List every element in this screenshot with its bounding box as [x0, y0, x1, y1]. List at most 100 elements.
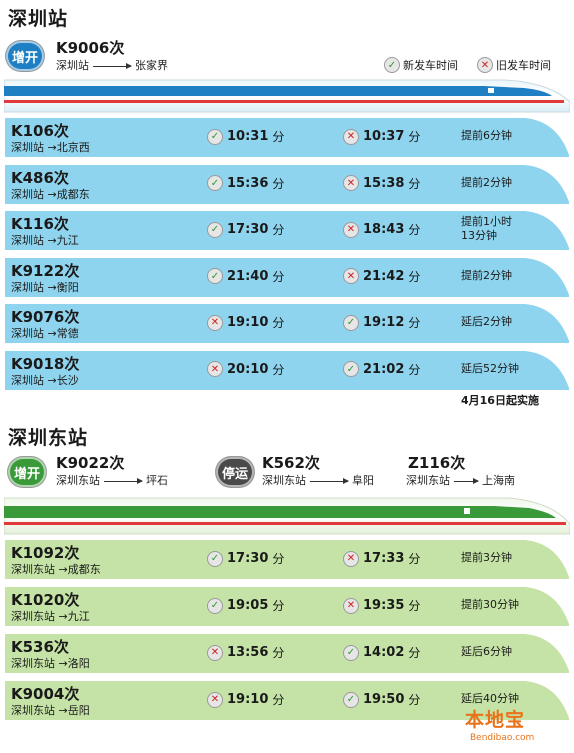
minute-unit: 分 — [408, 316, 421, 330]
cross-circle-icon: ✕ — [207, 691, 223, 708]
time-change: 延后52分钟 — [461, 362, 519, 376]
train-code: K9018次 — [11, 354, 80, 373]
new-departure-time: ✓ 17:30 分 — [207, 221, 284, 238]
minute-unit: 分 — [272, 693, 285, 707]
legend-old-time: ✕ 旧发车时间 — [477, 57, 551, 73]
arrow-right-icon — [454, 477, 479, 484]
train-route: 深圳站 →长沙 — [11, 373, 79, 387]
station-title-shenzhen-east: 深圳东站 — [8, 427, 89, 449]
effective-date-note-shenzhen: 4月16日起实施 — [461, 394, 539, 407]
train-route: 深圳东站 →洛阳 — [11, 657, 90, 670]
minute-unit: 分 — [408, 693, 421, 707]
delta-line: 延后52分钟 — [461, 361, 519, 375]
old-time-value: 21:42 — [363, 268, 405, 284]
schedule-row: K536次 深圳东站 →洛阳 ✕ 13:56 分 ✓ 14:02 分延后6分钟 — [5, 634, 571, 673]
train-code: K106次 — [11, 122, 69, 140]
check-circle-icon: ✓ — [343, 644, 359, 661]
time-change: 延后6分钟 — [461, 645, 512, 659]
time-change: 提前2分钟 — [461, 269, 512, 283]
minute-unit: 分 — [408, 130, 421, 144]
minute-unit: 分 — [272, 646, 285, 660]
new-time-value: 19:10 — [227, 315, 269, 330]
route-from: 深圳东站 — [262, 474, 306, 487]
minute-unit: 分 — [408, 552, 421, 566]
train-illustration-blue — [4, 79, 570, 113]
new-time-value: 21:40 — [227, 268, 269, 284]
time-change: 提前30分钟 — [461, 598, 519, 612]
delta-line: 提前6分钟 — [461, 129, 512, 142]
old-departure-time: ✕ 19:35 分 — [343, 597, 420, 614]
delta-line: 提前1小时 — [461, 215, 512, 228]
minute-unit: 分 — [408, 646, 421, 660]
check-circle-icon: ✓ — [384, 57, 400, 73]
delta-line: 延后40分钟 — [461, 692, 519, 705]
cross-circle-icon: ✕ — [343, 221, 359, 238]
check-circle-icon: ✓ — [343, 691, 359, 708]
time-change: 提前2分钟 — [461, 176, 512, 190]
station-title-shenzhen: 深圳站 — [8, 8, 69, 30]
minute-unit: 分 — [408, 362, 421, 377]
route-to: 上海南 — [482, 474, 515, 487]
new-departure-time: ✓ 17:30 分 — [207, 550, 284, 567]
old-time-value: 15:38 — [363, 175, 405, 191]
route-to: 张家界 — [135, 59, 168, 72]
cross-circle-icon: ✕ — [207, 644, 223, 661]
new-time-value: 10:31 — [227, 129, 269, 144]
new-departure-time: ✕ 19:10 分 — [207, 314, 284, 331]
old-departure-time: ✕ 15:38 分 — [343, 175, 420, 192]
delta-line: 提前2分钟 — [461, 268, 512, 282]
old-time-value: 10:37 — [363, 129, 405, 144]
delta-line: 延后2分钟 — [461, 315, 512, 328]
old-departure-time: ✕ 10:37 分 — [343, 128, 420, 145]
new-departure-time: ✕ 19:10 分 — [207, 691, 284, 708]
badge-added-k9022: 增开 — [8, 457, 46, 487]
check-circle-icon: ✓ — [343, 314, 359, 331]
minute-unit: 分 — [408, 269, 421, 284]
watermark-logo: 本地宝 — [465, 709, 526, 731]
old-departure-time: ✕ 18:43 分 — [343, 221, 420, 238]
train-code: K1020次 — [11, 591, 80, 609]
new-departure-time: ✓ 21:40 分 — [207, 268, 284, 285]
schedule-row: K1020次 深圳东站 →九江 ✓ 19:05 分 ✕ 19:35 分提前30分钟 — [5, 587, 571, 626]
check-circle-icon: ✓ — [343, 361, 359, 377]
route-k9006: 深圳站 张家界 — [56, 57, 168, 73]
arrow-right-icon — [93, 62, 132, 69]
new-departure-time: ✕ 13:56 分 — [207, 644, 284, 661]
old-time-value: 19:35 — [363, 598, 405, 613]
cross-circle-icon: ✕ — [207, 361, 223, 377]
minute-unit: 分 — [272, 362, 285, 377]
old-time-value: 17:33 — [363, 551, 405, 566]
schedule-row: K9004次 深圳东站 →岳阳 ✕ 19:10 分 ✓ 19:50 分延后40分钟 — [5, 681, 571, 720]
old-time-value: 18:43 — [363, 222, 405, 237]
legend-new-time: ✓ 新发车时间 — [384, 57, 458, 73]
train-route: 深圳站 →常德 — [11, 327, 79, 340]
route-to: 阜阳 — [352, 474, 374, 487]
route-k9022: 深圳东站 坪石 — [56, 472, 168, 488]
train-route: 深圳东站 →九江 — [11, 610, 90, 623]
new-time-value: 15:36 — [227, 175, 269, 191]
time-change: 提前3分钟 — [461, 551, 512, 565]
schedule-row: K1092次 深圳东站 →成都东 ✓ 17:30 分 ✕ 17:33 分提前3分钟 — [5, 540, 571, 579]
train-route: 深圳站 →衡阳 — [11, 280, 79, 294]
train-code: K1092次 — [11, 544, 80, 562]
check-circle-icon: ✓ — [207, 550, 223, 567]
new-departure-time: ✓ 15:36 分 — [207, 175, 284, 192]
cross-circle-icon: ✕ — [343, 128, 359, 145]
train-code: K9004次 — [11, 685, 80, 703]
route-from: 深圳东站 — [406, 474, 450, 487]
new-time-value: 17:30 — [227, 551, 269, 566]
check-circle-icon: ✓ — [207, 597, 223, 614]
cross-circle-icon: ✕ — [477, 57, 493, 73]
time-change: 提前6分钟 — [461, 129, 512, 143]
minute-unit: 分 — [272, 552, 285, 566]
delta-line: 13分钟 — [461, 229, 497, 242]
train-code-k9022: K9022次 — [56, 454, 125, 472]
cross-circle-icon: ✕ — [343, 268, 359, 284]
delta-line: 延后6分钟 — [461, 645, 512, 658]
new-time-value: 17:30 — [227, 222, 269, 237]
delta-line: 提前30分钟 — [461, 598, 519, 611]
schedule-row: K9018次 深圳站 →长沙 ✕ 20:10 分 ✓ 21:02 分延后52分钟 — [5, 350, 571, 390]
train-route: 深圳站 →九江 — [11, 234, 79, 247]
minute-unit: 分 — [272, 176, 285, 191]
route-from: 深圳站 — [56, 59, 89, 72]
